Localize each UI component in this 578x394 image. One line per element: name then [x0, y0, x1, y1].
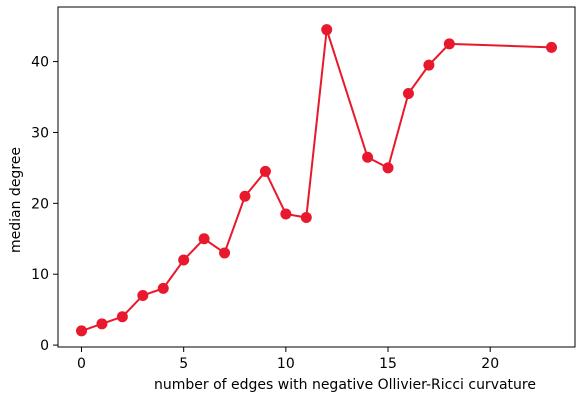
x-tick-label: 10: [277, 356, 295, 372]
y-axis-label: median degree: [8, 147, 24, 253]
data-point: [96, 318, 108, 330]
data-point: [239, 190, 251, 202]
y-tick-label: 0: [40, 338, 49, 354]
y-tick-label: 10: [31, 267, 49, 283]
y-tick-label: 40: [31, 55, 49, 71]
data-point: [219, 247, 231, 259]
data-point: [321, 24, 333, 36]
data-point: [546, 41, 557, 53]
y-tick-label: 30: [31, 125, 49, 141]
data-point: [300, 212, 312, 224]
axes-frame: [57, 6, 576, 348]
x-axis-ticks: 0 5 10 15 20: [77, 347, 499, 372]
y-tick-label: 20: [31, 196, 49, 212]
data-point: [198, 233, 210, 245]
x-axis-label: number of edges with negative Ollivier-R…: [154, 377, 536, 393]
data-point: [137, 289, 149, 301]
data-point: [362, 151, 374, 163]
data-point: [259, 165, 271, 177]
plot-area: 0 5 10 15 20 0 10 20 30 40: [31, 6, 576, 372]
x-tick-label: 20: [481, 356, 499, 372]
data-point: [76, 325, 87, 337]
data-point: [443, 38, 455, 50]
data-point: [280, 208, 292, 220]
data-point: [382, 162, 394, 174]
x-tick-label: 0: [77, 356, 86, 372]
series-layer: [76, 24, 557, 337]
data-point: [116, 311, 128, 323]
x-tick-label: 15: [379, 356, 397, 372]
data-point: [402, 87, 414, 99]
data-point: [178, 254, 190, 266]
y-axis-ticks: 0 10 20 30 40: [31, 55, 58, 354]
data-point: [157, 282, 169, 294]
data-point: [423, 59, 435, 71]
x-tick-label: 5: [179, 356, 188, 372]
